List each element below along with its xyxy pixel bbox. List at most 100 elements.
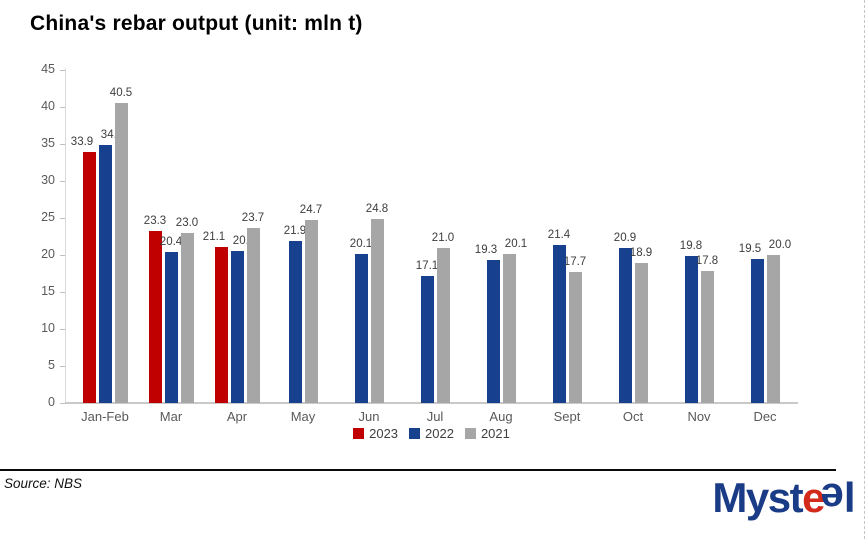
chart-legend: 2023 2022 2021: [65, 426, 798, 441]
legend-swatch-2021: [464, 428, 476, 439]
y-axis-tick-label: 0: [48, 395, 55, 409]
x-axis-label-Oct: Oct: [622, 409, 644, 424]
bar-2021-Dec: [766, 255, 780, 403]
logo-e-blue: e: [821, 475, 844, 522]
bar-2021-Jul: [436, 247, 450, 403]
y-axis-tick-mark: [60, 366, 65, 367]
bar-2021-Apr: [246, 227, 260, 403]
bar-label-2021-May: 24.7: [299, 204, 323, 217]
legend-label-2021: 2021: [480, 426, 510, 441]
bar-2021-Jan-Feb: [114, 103, 128, 403]
y-axis-tick-label: 35: [41, 136, 55, 150]
legend-item-2023: 2023: [353, 426, 398, 441]
bar-label-2021-Mar: 23.0: [175, 216, 199, 229]
bar-label-2022-Oct: 20.9: [613, 232, 637, 245]
bar-2022-Oct: [618, 248, 632, 403]
bar-label-2021-Jan-Feb: 40.5: [109, 87, 133, 100]
bar-label-2022-Mar: 20.4: [159, 236, 183, 249]
logo-part-l: l: [843, 474, 856, 521]
bar-2022-Jun: [354, 254, 368, 403]
y-axis-tick-label: 20: [41, 247, 55, 261]
y-axis-tick-label: 10: [41, 321, 55, 335]
bar-2022-Aug: [486, 260, 500, 403]
x-axis-label-Sept: Sept: [553, 409, 581, 424]
bar-label-2022-Sept: 21.4: [547, 228, 571, 241]
mysteel-logo: Mysteel: [712, 474, 856, 522]
bar-label-2021-Nov: 17.8: [695, 255, 719, 268]
y-axis-tick-mark: [60, 107, 65, 108]
bar-2023-Jan-Feb: [82, 152, 96, 403]
bar-2022-May: [288, 240, 302, 403]
bar-2021-Aug: [502, 254, 516, 403]
x-axis-label-Dec: Dec: [753, 409, 777, 424]
bar-2022-Mar: [164, 252, 178, 403]
bar-2023-Apr: [214, 246, 228, 403]
logo-e-red: e: [802, 474, 825, 521]
x-axis-label-Mar: Mar: [159, 409, 183, 424]
y-axis-tick-mark: [60, 70, 65, 71]
legend-swatch-2022: [409, 428, 421, 439]
bar-label-2021-Jul: 21.0: [431, 231, 455, 244]
bar-label-2023-Jan-Feb: 33.9: [70, 136, 94, 149]
bar-label-2023-Mar: 23.3: [143, 214, 167, 227]
y-axis-tick-label: 25: [41, 210, 55, 224]
y-axis-tick-mark: [60, 329, 65, 330]
bar-label-2021-Sept: 17.7: [563, 256, 587, 269]
y-axis-tick-label: 5: [48, 358, 55, 372]
bar-label-2021-Apr: 23.7: [241, 211, 265, 224]
y-axis-tick-mark: [60, 255, 65, 256]
bar-2022-Dec: [750, 258, 764, 403]
bar-2022-Jan-Feb: [98, 145, 112, 403]
x-axis-label-Jun: Jun: [358, 409, 380, 424]
chart-title: China's rebar output (unit: mln t): [30, 12, 363, 35]
bar-label-2021-Dec: 20.0: [768, 239, 792, 251]
bar-label-2021-Aug: 20.1: [504, 238, 528, 251]
legend-swatch-2023: [353, 428, 365, 439]
y-axis-tick-mark: [60, 181, 65, 182]
y-axis-tick-mark: [60, 403, 65, 404]
bar-2023-Mar: [148, 230, 162, 403]
y-axis-tick-label: 40: [41, 99, 55, 113]
bar-label-2022-Dec: 19.5: [738, 242, 762, 255]
bar-2022-Apr: [230, 250, 244, 403]
bar-2021-Nov: [700, 271, 714, 403]
footer-divider: [0, 469, 836, 471]
legend-label-2023: 2023: [369, 426, 399, 441]
bar-2021-Mar: [180, 232, 194, 403]
bar-label-2022-May: 21.9: [283, 224, 307, 237]
bar-2021-Oct: [634, 263, 648, 403]
bar-label-2022-Nov: 19.8: [679, 240, 703, 253]
bar-2021-Jun: [370, 219, 384, 403]
bar-2022-Nov: [684, 256, 698, 403]
bar-2021-Sept: [568, 272, 582, 403]
bar-label-2022-Aug: 19.3: [474, 244, 498, 257]
y-axis-tick-label: 45: [41, 62, 55, 76]
bar-2022-Jul: [420, 276, 434, 403]
bar-label-2022-Jul: 17.1: [415, 260, 439, 273]
bar-2021-May: [304, 220, 318, 403]
bar-label-2023-Apr: 21.1: [202, 230, 226, 243]
y-axis-tick-mark: [60, 292, 65, 293]
x-axis-label-Apr: Apr: [226, 409, 248, 424]
x-axis-label-May: May: [290, 409, 316, 424]
y-axis-tick-label: 15: [41, 284, 55, 298]
logo-part-myst: Myst: [712, 474, 803, 521]
legend-item-2021: 2021: [464, 426, 510, 441]
bar-label-2021-Jun: 24.8: [365, 203, 389, 216]
x-axis-label-Jul: Jul: [426, 409, 444, 424]
x-axis-line: [65, 402, 798, 404]
legend-label-2022: 2022: [425, 426, 454, 441]
source-label: Source: NBS: [4, 476, 83, 491]
bar-label-2021-Oct: 18.9: [629, 247, 653, 260]
x-axis-label-Aug: Aug: [489, 409, 513, 424]
bar-label-2022-Jun: 20.1: [349, 238, 373, 251]
x-axis-label-Jan-Feb: Jan-Feb: [81, 409, 129, 424]
y-axis-tick-mark: [60, 218, 65, 219]
y-axis-tick-label: 30: [41, 173, 55, 187]
bar-2022-Sept: [552, 244, 566, 403]
legend-item-2022: 2022: [409, 426, 454, 441]
y-axis-line: [65, 68, 66, 403]
y-axis-tick-mark: [60, 144, 65, 145]
